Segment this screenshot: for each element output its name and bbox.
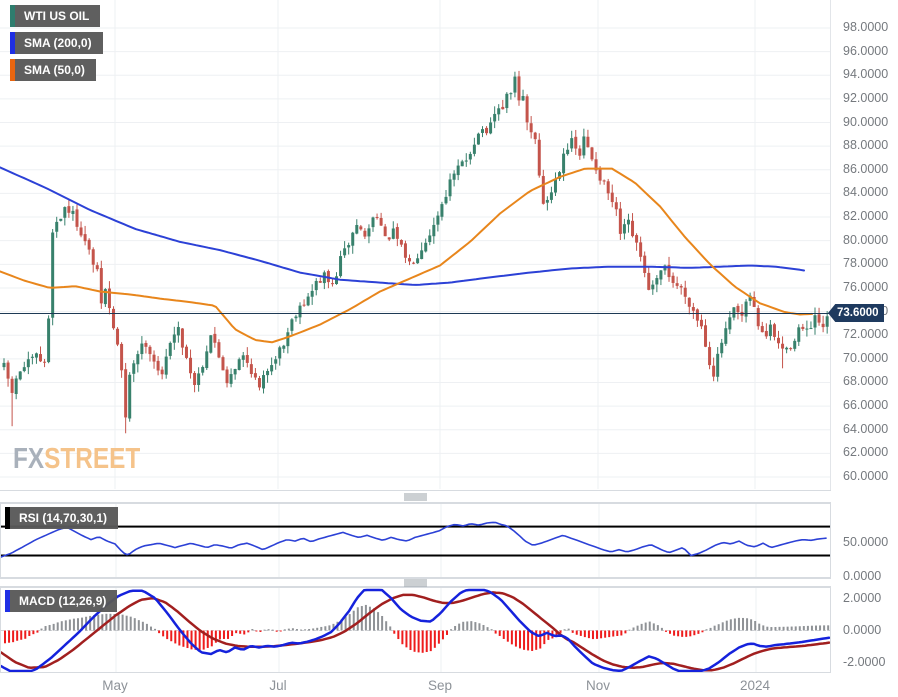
divider-drag-handle-icon[interactable] xyxy=(404,578,427,587)
macd-line xyxy=(1,588,830,672)
price-axis-tick: 76.0000 xyxy=(843,279,889,294)
price-axis-tick: 92.0000 xyxy=(843,90,889,105)
divider-drag-handle-icon[interactable] xyxy=(404,492,427,501)
fxstreet-watermark: FXSTREET xyxy=(13,443,140,476)
sma200-line xyxy=(0,166,805,286)
price-axis-tick: 68.0000 xyxy=(843,374,889,389)
macd-axis-tick: -2.0000 xyxy=(843,655,886,669)
price-axis-tick: 80.0000 xyxy=(843,232,889,247)
macd-histogram xyxy=(4,604,830,653)
time-axis-label: May xyxy=(102,678,128,693)
grid-lines xyxy=(0,0,830,489)
price-axis-tick: 70.0000 xyxy=(843,350,889,365)
macd-panel[interactable] xyxy=(0,587,831,673)
rsi-level-line xyxy=(1,525,830,528)
sma50-label: SMA (50,0) xyxy=(24,63,85,77)
price-axis-tick: 60.0000 xyxy=(843,469,889,483)
price-chart-panel[interactable] xyxy=(0,0,831,490)
time-axis-label: 2024 xyxy=(739,678,771,693)
rsi-axis-tick: 0.0000 xyxy=(843,569,882,583)
sma200-label: SMA (200,0) xyxy=(24,36,92,50)
rsi-level-line xyxy=(1,554,830,557)
panel-divider xyxy=(0,578,831,587)
price-axis-tick: 72.0000 xyxy=(843,327,889,342)
symbol-label: WTI US OIL xyxy=(24,9,90,23)
price-axis-tick: 78.0000 xyxy=(843,256,889,271)
time-axis-label: Jul xyxy=(269,678,287,693)
price-axis-tick: 90.0000 xyxy=(843,114,889,129)
price-axis-tick: 98.0000 xyxy=(843,20,889,34)
price-axis-tick: 86.0000 xyxy=(843,161,889,176)
legend-sma200-badge[interactable]: SMA (200,0) xyxy=(10,32,103,54)
rsi-label: RSI (14,70,30,1) xyxy=(19,511,108,525)
price-axis-tick: 82.0000 xyxy=(843,209,889,224)
current-price-line xyxy=(0,313,831,314)
time-axis-label: Sep xyxy=(427,678,453,693)
macd-axis-tick: 0.0000 xyxy=(843,623,882,637)
watermark-street: STREET xyxy=(44,443,141,475)
price-axis-tick: 62.0000 xyxy=(843,445,889,460)
price-axis-tick: 88.0000 xyxy=(843,138,889,153)
price-axis-tick: 96.0000 xyxy=(843,43,889,58)
candlestick-chart[interactable] xyxy=(0,0,830,489)
rsi-line xyxy=(1,521,827,558)
current-price-badge: 73.6000 xyxy=(828,304,884,322)
legend-sma50-badge[interactable]: SMA (50,0) xyxy=(10,59,96,81)
macd-axis-tick: 2.0000 xyxy=(843,591,882,605)
rsi-panel[interactable] xyxy=(0,503,831,578)
price-axis-tick: 66.0000 xyxy=(843,398,889,413)
sma50-line xyxy=(0,167,813,344)
price-axis-tick: 64.0000 xyxy=(843,421,889,436)
macd-indicator-badge[interactable]: MACD (12,26,9) xyxy=(5,590,118,612)
time-axis-label: Nov xyxy=(585,678,610,693)
panel-divider xyxy=(0,490,831,503)
legend-symbol-badge[interactable]: WTI US OIL xyxy=(10,5,101,27)
rsi-axis-tick: 50.0000 xyxy=(843,535,889,549)
macd-signal-line xyxy=(1,591,830,672)
price-axis-tick: 84.0000 xyxy=(843,185,889,200)
macd-chart[interactable] xyxy=(1,588,830,672)
macd-label: MACD (12,26,9) xyxy=(19,594,107,608)
watermark-fx: FX xyxy=(13,443,45,475)
candles xyxy=(2,70,829,434)
rsi-chart[interactable] xyxy=(1,504,830,577)
price-axis-tick: 94.0000 xyxy=(843,67,889,82)
rsi-indicator-badge[interactable]: RSI (14,70,30,1) xyxy=(5,507,119,529)
